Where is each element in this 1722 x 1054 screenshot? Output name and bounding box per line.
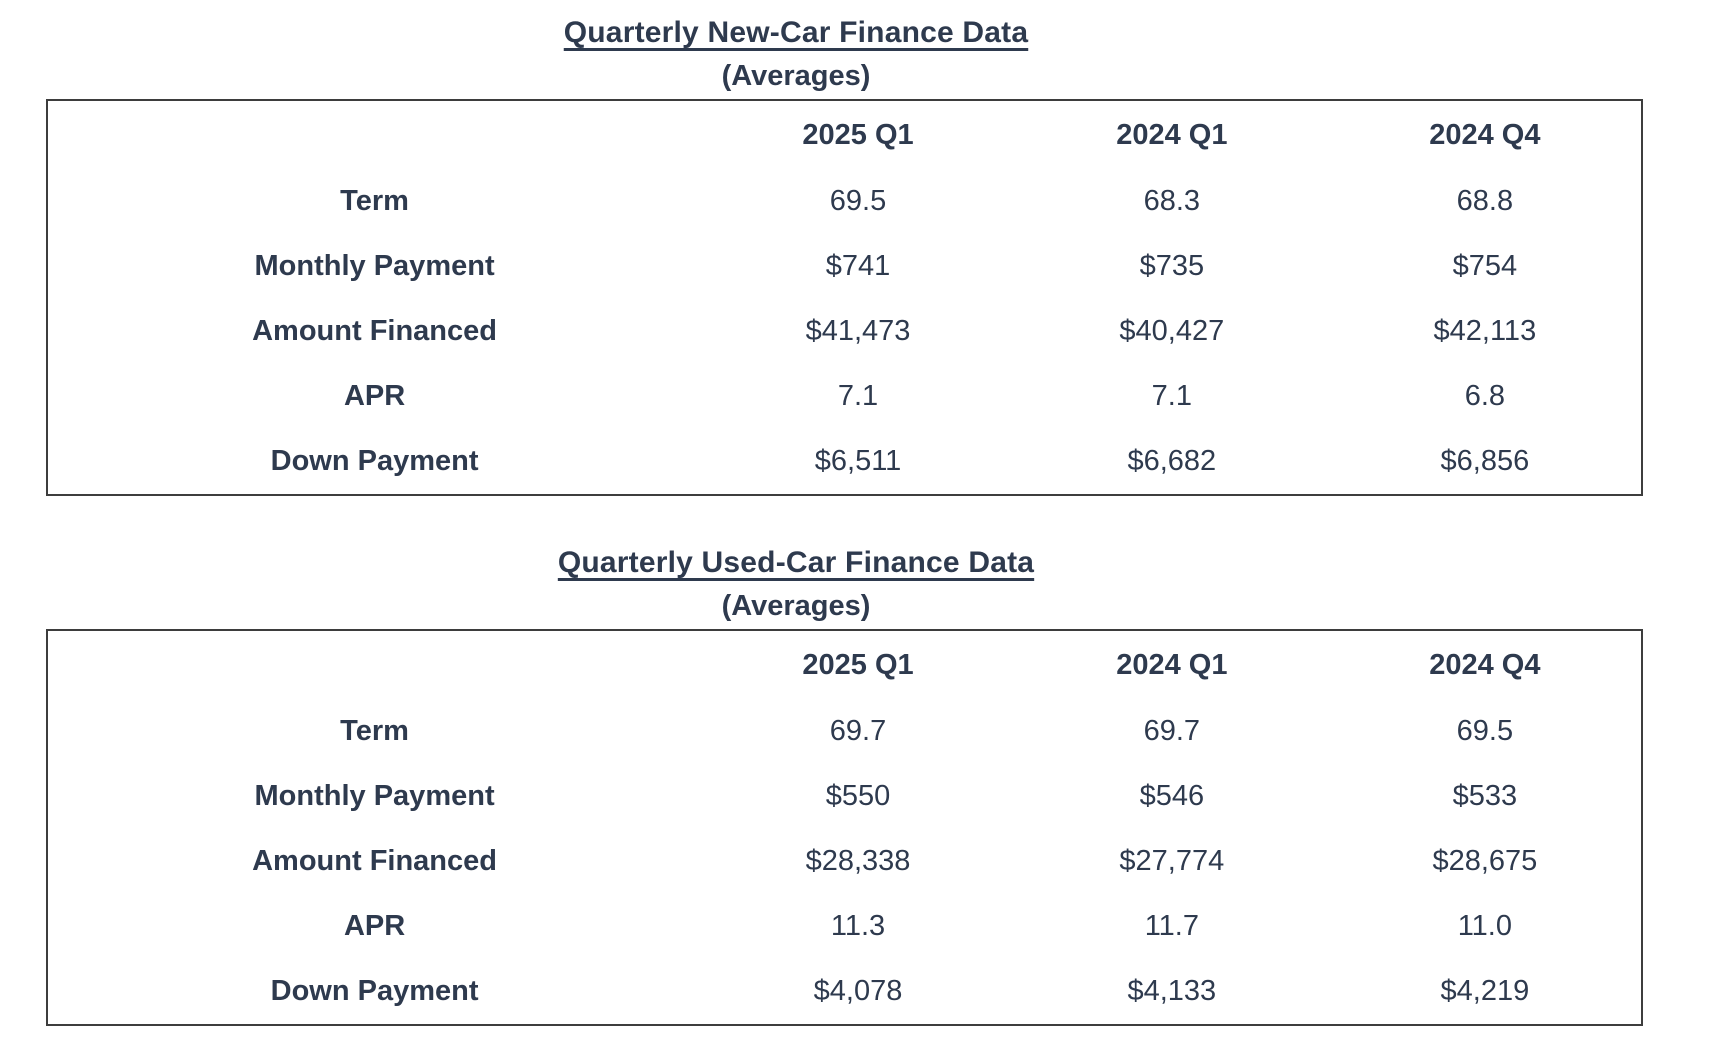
table-row: Monthly Payment $550 $546 $533 bbox=[48, 764, 1641, 829]
cell-value: 11.7 bbox=[1144, 910, 1199, 942]
row-label: APR bbox=[343, 910, 406, 942]
cell-value: $27,774 bbox=[1119, 845, 1225, 877]
column-header: 2025 Q1 bbox=[802, 118, 914, 151]
table-header-row: 2025 Q1 2024 Q1 2024 Q4 bbox=[48, 101, 1641, 169]
cell-value: $741 bbox=[825, 250, 891, 282]
column-header: 2025 Q1 bbox=[802, 648, 914, 681]
column-header: 2024 Q1 bbox=[1116, 118, 1228, 151]
cell-value: 69.7 bbox=[829, 715, 887, 747]
cell-value: $28,338 bbox=[805, 845, 911, 877]
row-label: Down Payment bbox=[270, 975, 479, 1007]
table-header-row: 2025 Q1 2024 Q1 2024 Q4 bbox=[48, 631, 1641, 699]
cell-value: $4,219 bbox=[1440, 975, 1530, 1007]
cell-value: $40,427 bbox=[1119, 315, 1225, 347]
table-row: Monthly Payment $741 $735 $754 bbox=[48, 234, 1641, 299]
column-header: 2024 Q1 bbox=[1116, 648, 1228, 681]
new-car-subtitle: (Averages) bbox=[721, 60, 871, 92]
table-row: Term 69.5 68.3 68.8 bbox=[48, 169, 1641, 234]
cell-value: $533 bbox=[1452, 780, 1518, 812]
cell-value: $6,511 bbox=[814, 445, 902, 477]
row-label: Amount Financed bbox=[252, 845, 497, 877]
cell-value: $754 bbox=[1452, 250, 1518, 282]
used-car-heading: Quarterly Used-Car Finance Data (Average… bbox=[46, 546, 1546, 623]
cell-value: 68.3 bbox=[1143, 185, 1201, 217]
new-car-title: Quarterly New-Car Finance Data bbox=[563, 16, 1029, 49]
row-label: Amount Financed bbox=[252, 315, 497, 347]
table-row: Amount Financed $41,473 $40,427 $42,113 bbox=[48, 299, 1641, 364]
cell-value: $4,078 bbox=[813, 975, 903, 1007]
cell-value: $41,473 bbox=[805, 315, 911, 347]
cell-value: 6.8 bbox=[1464, 380, 1506, 412]
cell-value: 7.1 bbox=[1151, 380, 1192, 412]
row-label: Term bbox=[340, 715, 409, 747]
cell-value: $546 bbox=[1139, 780, 1205, 812]
row-label: Down Payment bbox=[270, 445, 479, 477]
new-car-heading: Quarterly New-Car Finance Data (Averages… bbox=[46, 16, 1546, 93]
cell-value: $550 bbox=[825, 780, 891, 812]
column-header: 2024 Q4 bbox=[1429, 118, 1541, 151]
table-row: Term 69.7 69.7 69.5 bbox=[48, 699, 1641, 764]
cell-value: $735 bbox=[1139, 250, 1205, 282]
cell-value: 7.1 bbox=[837, 380, 879, 412]
cell-value: $28,675 bbox=[1432, 845, 1538, 877]
row-label: APR bbox=[343, 380, 406, 412]
cell-value: 69.5 bbox=[829, 185, 887, 217]
cell-value: $4,133 bbox=[1127, 975, 1217, 1007]
cell-value: 69.5 bbox=[1456, 715, 1514, 747]
used-car-table: 2025 Q1 2024 Q1 2024 Q4 Term 69.7 69.7 6… bbox=[46, 629, 1643, 1026]
new-car-section: Quarterly New-Car Finance Data (Averages… bbox=[0, 16, 1722, 496]
table-row: Down Payment $6,511 $6,682 $6,856 bbox=[48, 429, 1641, 494]
row-label: Term bbox=[340, 185, 409, 217]
cell-value: $6,856 bbox=[1440, 445, 1530, 477]
row-label: Monthly Payment bbox=[254, 780, 495, 812]
row-label: Monthly Payment bbox=[254, 250, 495, 282]
cell-value: 11.0 bbox=[1457, 910, 1512, 942]
table-row: APR 11.3 11.7 11.0 bbox=[48, 894, 1641, 959]
cell-value: 69.7 bbox=[1143, 715, 1201, 747]
new-car-table: 2025 Q1 2024 Q1 2024 Q4 Term 69.5 68.3 6… bbox=[46, 99, 1643, 496]
table-row: APR 7.1 7.1 6.8 bbox=[48, 364, 1641, 429]
cell-value: $6,682 bbox=[1127, 445, 1217, 477]
table-row: Amount Financed $28,338 $27,774 $28,675 bbox=[48, 829, 1641, 894]
cell-value: $42,113 bbox=[1433, 315, 1537, 347]
table-row: Down Payment $4,078 $4,133 $4,219 bbox=[48, 959, 1641, 1024]
cell-value: 11.3 bbox=[830, 910, 886, 942]
used-car-section: Quarterly Used-Car Finance Data (Average… bbox=[0, 546, 1722, 1026]
used-car-subtitle: (Averages) bbox=[721, 590, 871, 622]
cell-value: 68.8 bbox=[1456, 185, 1514, 217]
column-header: 2024 Q4 bbox=[1429, 648, 1541, 681]
used-car-title: Quarterly Used-Car Finance Data bbox=[557, 546, 1035, 579]
